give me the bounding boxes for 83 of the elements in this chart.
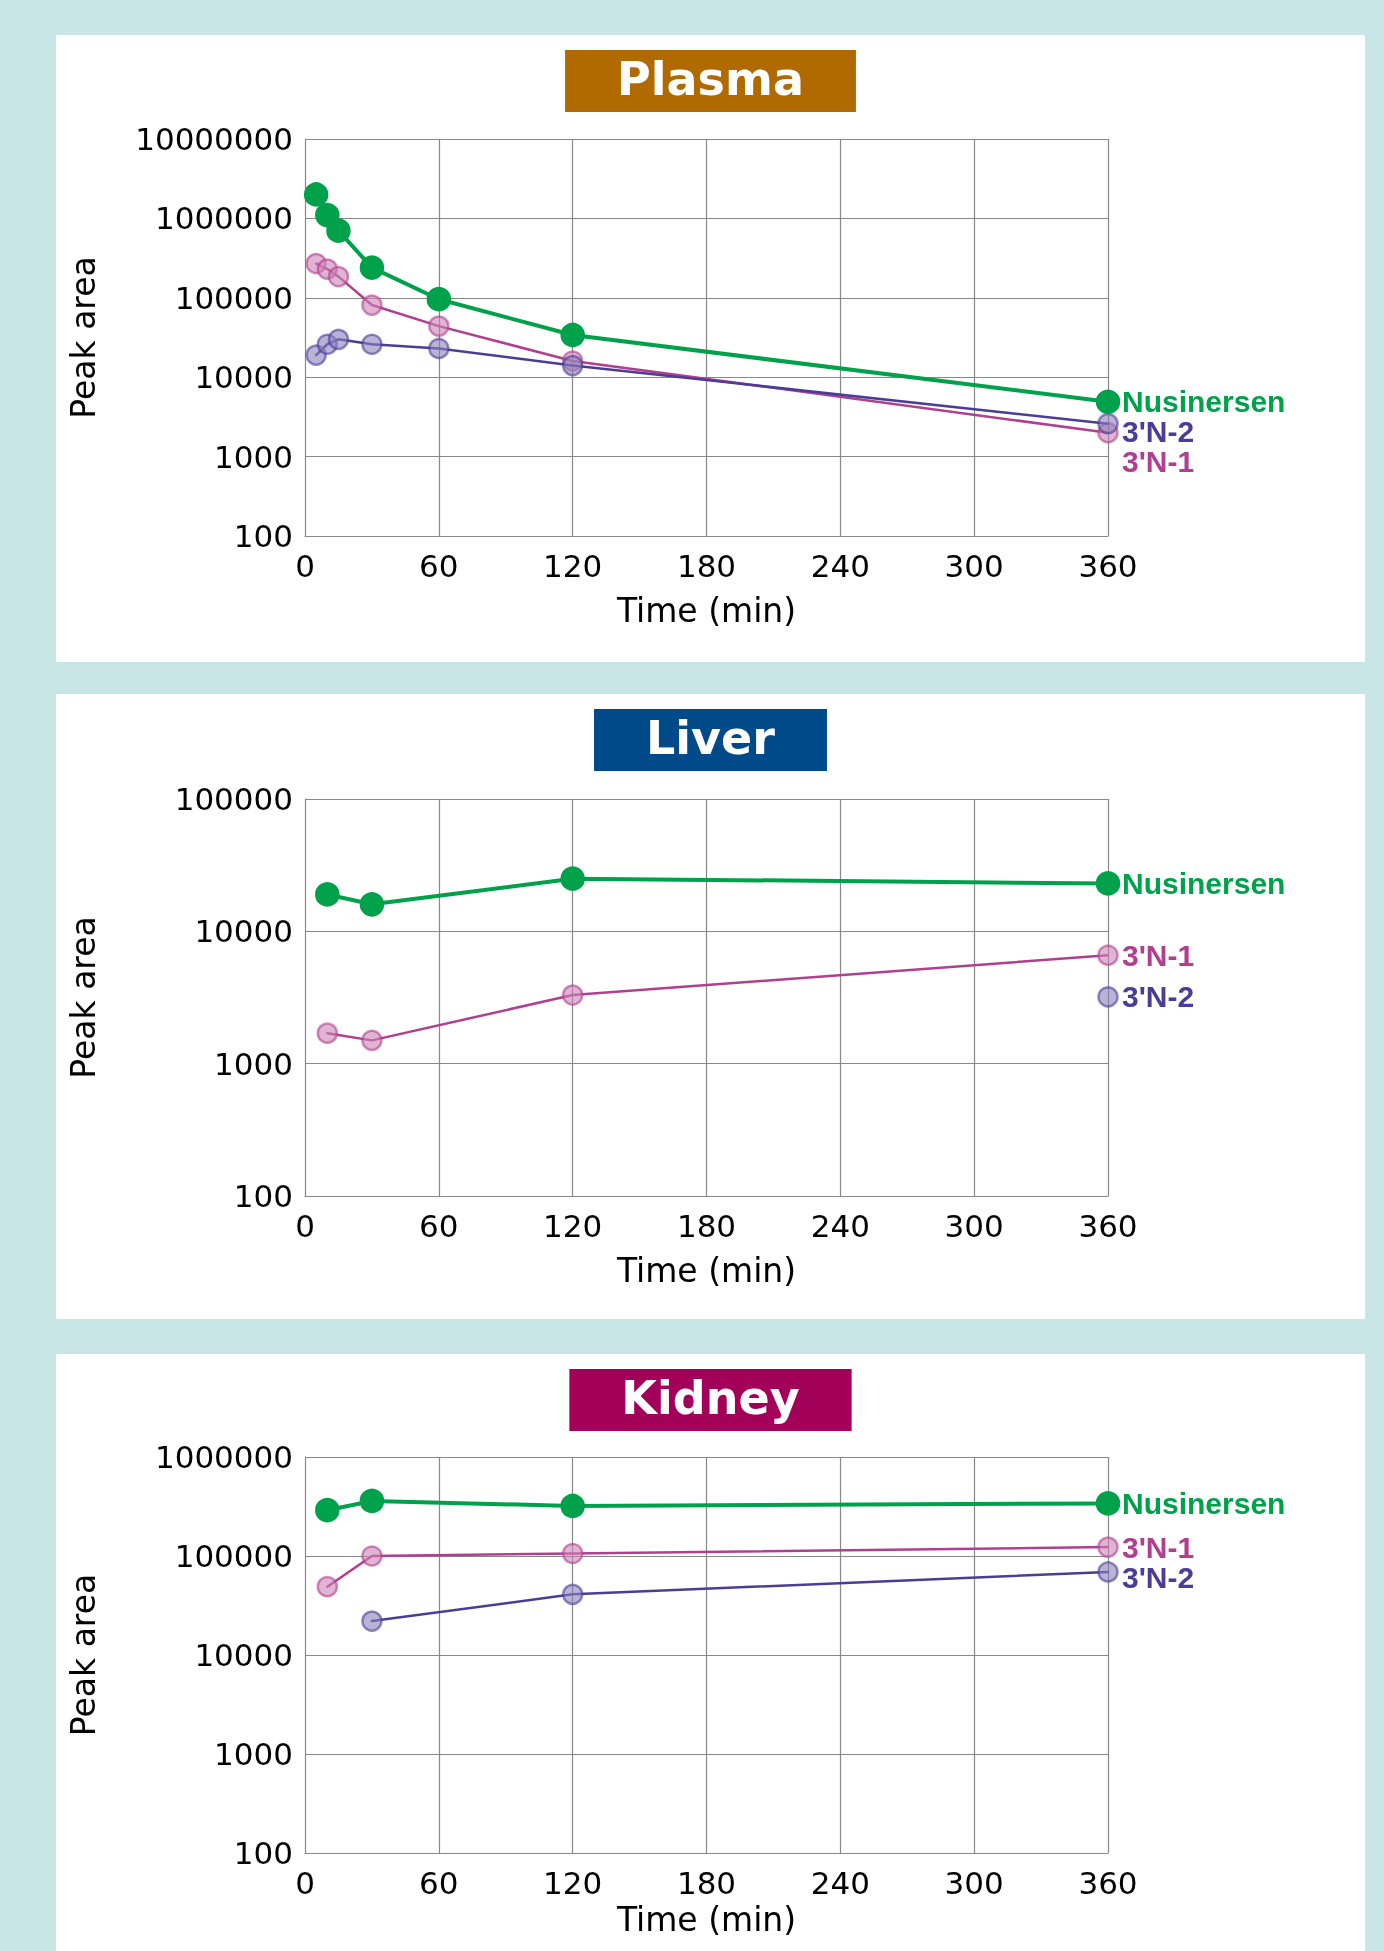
series-label: Nusinersen bbox=[1122, 1486, 1286, 1520]
y-tick-label: 100 bbox=[233, 518, 293, 554]
y-tick-label: 10000 bbox=[194, 1637, 293, 1673]
x-tick-label: 0 bbox=[295, 1864, 315, 1901]
y-tick-label: 100000 bbox=[174, 279, 293, 316]
y-tick-label: 100000 bbox=[174, 781, 293, 817]
point bbox=[361, 294, 383, 316]
x-tick-label: 120 bbox=[543, 1864, 603, 1901]
y-tick-label: 10000 bbox=[194, 359, 293, 396]
point bbox=[1095, 389, 1121, 415]
x-tick-label: 300 bbox=[944, 547, 1004, 584]
x-tick-label: 180 bbox=[676, 1864, 737, 1901]
point bbox=[561, 1583, 584, 1606]
point bbox=[316, 1575, 339, 1598]
point bbox=[1097, 986, 1119, 1008]
series-label: 3'N-1 bbox=[1122, 938, 1195, 972]
point bbox=[361, 1610, 383, 1632]
point bbox=[361, 1029, 383, 1052]
point bbox=[428, 337, 450, 360]
y-tick-label: 100 bbox=[233, 1835, 293, 1871]
x-axis-title: Time (min) bbox=[615, 1899, 797, 1939]
x-tick-label: 0 bbox=[295, 1207, 315, 1244]
x-tick-label: 180 bbox=[676, 547, 737, 584]
chart-title: Plasma bbox=[617, 52, 804, 106]
x-tick-label: 240 bbox=[810, 1864, 870, 1901]
y-tick-label: 100 bbox=[233, 1178, 293, 1214]
point bbox=[327, 265, 350, 288]
point bbox=[1097, 1561, 1119, 1583]
y-tick-label: 1000 bbox=[214, 1736, 293, 1772]
x-tick-label: 0 bbox=[295, 547, 315, 584]
chart-title: Liver bbox=[646, 711, 776, 765]
point bbox=[1097, 412, 1119, 435]
series-label: Nusinersen bbox=[1122, 866, 1286, 900]
x-tick-label: 60 bbox=[419, 1207, 459, 1244]
x-tick-label: 180 bbox=[676, 1207, 737, 1244]
point bbox=[326, 218, 351, 243]
y-tick-label: 1000000 bbox=[154, 200, 293, 237]
y-tick-label: 1000 bbox=[214, 438, 293, 475]
x-tick-label: 60 bbox=[419, 547, 459, 584]
point bbox=[315, 882, 340, 907]
point bbox=[359, 255, 385, 280]
point bbox=[303, 182, 329, 207]
point bbox=[327, 328, 350, 351]
point bbox=[361, 333, 383, 355]
point bbox=[561, 1542, 584, 1565]
y-tick-label: 100000 bbox=[174, 1538, 293, 1574]
point bbox=[359, 892, 385, 917]
y-axis-title: Peak area bbox=[64, 1573, 103, 1737]
point bbox=[1097, 944, 1119, 966]
x-tick-label: 120 bbox=[543, 1207, 603, 1244]
x-tick-label: 240 bbox=[810, 547, 870, 584]
y-tick-label: 1000000 bbox=[154, 1439, 293, 1475]
x-tick-label: 360 bbox=[1078, 547, 1138, 584]
point bbox=[428, 315, 450, 337]
x-tick-label: 60 bbox=[419, 1864, 459, 1901]
point bbox=[560, 866, 585, 891]
point bbox=[1095, 871, 1121, 896]
point bbox=[560, 322, 585, 348]
point bbox=[1097, 1536, 1119, 1558]
point bbox=[316, 1022, 339, 1044]
point bbox=[1095, 1491, 1121, 1516]
point bbox=[560, 1493, 585, 1519]
y-tick-label: 1000 bbox=[214, 1045, 293, 1082]
point bbox=[359, 1488, 385, 1514]
y-axis-title: Peak area bbox=[64, 916, 103, 1079]
point bbox=[561, 354, 584, 377]
x-tick-label: 360 bbox=[1078, 1207, 1138, 1244]
point bbox=[561, 984, 584, 1006]
x-tick-label: 300 bbox=[944, 1864, 1004, 1901]
point bbox=[315, 1497, 340, 1523]
x-tick-label: 300 bbox=[944, 1207, 1004, 1244]
y-tick-label: 10000 bbox=[194, 913, 293, 950]
x-tick-label: 120 bbox=[543, 547, 603, 584]
x-tick-label: 360 bbox=[1078, 1864, 1138, 1901]
series-label: 3'N-2 bbox=[1122, 980, 1195, 1014]
y-tick-label: 10000000 bbox=[135, 121, 293, 157]
x-axis-title: Time (min) bbox=[615, 591, 797, 630]
point bbox=[361, 1545, 383, 1567]
point bbox=[426, 286, 452, 312]
x-tick-label: 240 bbox=[810, 1207, 870, 1244]
chart-title: Kidney bbox=[621, 1371, 800, 1425]
y-axis-title: Peak area bbox=[64, 256, 103, 419]
x-axis-title: Time (min) bbox=[615, 1251, 797, 1290]
